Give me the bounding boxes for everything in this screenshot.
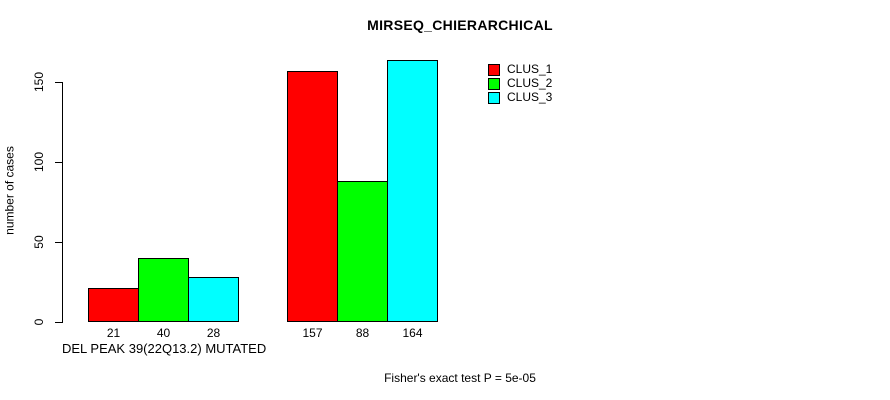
legend-swatch-clus_3: [488, 91, 500, 104]
y-tick: [55, 322, 62, 323]
legend-label: CLUS_2: [507, 76, 553, 90]
bar-clus_1-group-2: [287, 71, 338, 322]
bar-clus_1-group-1: [88, 288, 139, 322]
y-tick: [55, 242, 62, 243]
x-axis-label: DEL PEAK 39(22Q13.2) MUTATED: [62, 341, 267, 356]
y-tick: [55, 162, 62, 163]
y-tick-label: 0: [32, 318, 46, 326]
bar-value-label: 157: [302, 326, 323, 340]
bar-value-label: 28: [206, 326, 221, 340]
legend-swatch-clus_2: [488, 77, 500, 90]
legend-item-clus_1: CLUS_1: [488, 62, 553, 76]
bar-value-label: 164: [402, 326, 423, 340]
fisher-test-footnote: Fisher's exact test P = 5e-05: [384, 371, 536, 385]
bar-clus_3-group-1: [188, 277, 239, 322]
legend-swatch-clus_1: [488, 63, 500, 76]
legend-item-clus_2: CLUS_2: [488, 76, 553, 90]
y-tick-label: 150: [32, 71, 46, 93]
bar-value-label: 40: [156, 326, 171, 340]
legend-label: CLUS_1: [507, 62, 553, 76]
bar-clus_2-group-2: [337, 181, 388, 322]
bar-clus_2-group-1: [138, 258, 189, 322]
y-axis-line: [62, 82, 63, 323]
y-tick-label: 50: [32, 235, 46, 249]
y-tick-label: 100: [32, 151, 46, 173]
bar-value-label: 88: [355, 326, 370, 340]
y-axis-label: number of cases: [2, 146, 17, 235]
y-tick: [55, 82, 62, 83]
legend-item-clus_3: CLUS_3: [488, 90, 553, 104]
chart-title: MIRSEQ_CHIERARCHICAL: [367, 17, 553, 33]
bar-value-label: 21: [106, 326, 121, 340]
bar-clus_3-group-2: [387, 60, 438, 322]
legend: CLUS_1 CLUS_2 CLUS_3: [488, 62, 553, 106]
legend-label: CLUS_3: [507, 90, 553, 104]
